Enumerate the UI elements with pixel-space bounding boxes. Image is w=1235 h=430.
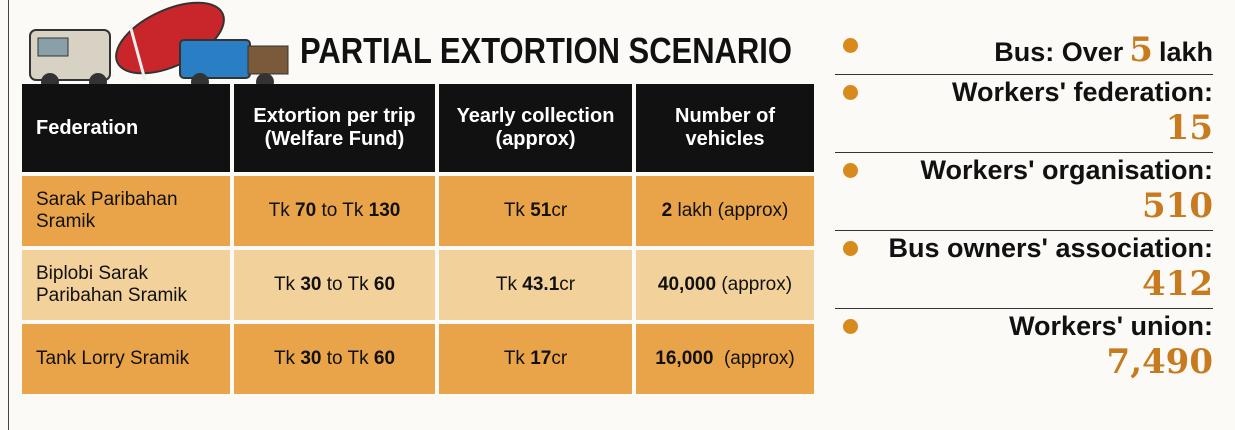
- summary-label: Bus: Over: [994, 37, 1124, 67]
- cell-text: Tk: [273, 274, 301, 295]
- summary-item: Workers' federation: 15: [835, 75, 1213, 153]
- bold-text: 16,000: [655, 348, 714, 369]
- cell-text: Tk: [503, 200, 531, 221]
- title: PARTIAL EXTORTION SCENARIO: [300, 30, 792, 71]
- header-cell: Number of vehicles: [636, 84, 814, 172]
- table-cell: 2 lakh (approx): [636, 176, 814, 246]
- summary-label: Bus owners' association:: [888, 233, 1213, 263]
- summary-list: Bus: Over 5 lakh Workers' federation: 15 Work…: [835, 28, 1213, 386]
- cell-text: lakh (approx): [672, 200, 789, 221]
- cell-text: to Tk: [316, 200, 369, 221]
- summary-item: Workers' union: 7,490: [835, 309, 1213, 386]
- bullet: [843, 319, 858, 334]
- cell-text: Tk: [268, 200, 296, 221]
- header-cell: Yearly collection (approx): [439, 84, 632, 172]
- table-row: Biplobi Sarak Paribahan Sramik Tk 30 to T…: [22, 250, 814, 320]
- cell-text: Tk: [503, 348, 531, 369]
- summary-value: 412: [1142, 264, 1213, 304]
- bold-text: 130: [368, 200, 401, 221]
- table-cell: Biplobi Sarak Paribahan Sramik: [22, 250, 230, 320]
- extortion-table: Federation Extortion per trip (Welfare Fu…: [18, 80, 818, 398]
- cell-text: Biplobi Sarak Paribahan Sramik: [36, 263, 188, 306]
- summary-suffix: lakh: [1158, 37, 1213, 67]
- table-cell: Tk 17cr: [439, 324, 632, 394]
- bold-text: 60: [373, 348, 396, 369]
- bold-text: 2: [661, 200, 673, 221]
- cell-text: Sarak Paribahan Sramik: [36, 189, 183, 232]
- bold-text: 70: [295, 200, 317, 221]
- cell-text: (approx): [716, 274, 793, 295]
- header-cell: Extortion per trip (Welfare Fund): [234, 84, 435, 172]
- bold-text: 17: [530, 348, 552, 369]
- cell-text: cr: [551, 348, 568, 369]
- table-cell: Tk 51cr: [439, 176, 632, 246]
- table-cell: Tk 70 to Tk 130: [234, 176, 435, 246]
- cell-text: Tk: [273, 348, 301, 369]
- table-cell: Tank Lorry Sramik: [22, 324, 230, 394]
- table-cell: 40,000 (approx): [636, 250, 814, 320]
- cell-text: Tank Lorry Sramik: [36, 348, 190, 369]
- table-row: Tank Lorry Sramik Tk 30 to Tk 60 Tk 17cr 16…: [22, 324, 814, 394]
- summary-item: Bus: Over 5 lakh: [835, 28, 1213, 75]
- summary-value: 7,490: [1106, 342, 1213, 382]
- table-row: Sarak Paribahan Sramik Tk 70 to Tk 130 Tk …: [22, 176, 814, 246]
- table-cell: Tk 43.1cr: [439, 250, 632, 320]
- bold-text: 40,000: [657, 274, 717, 295]
- bullet: [843, 85, 858, 100]
- cell-text: to Tk: [321, 348, 374, 369]
- cell-text: (approx): [713, 348, 795, 369]
- table-cell: Tk 30 to Tk 60: [234, 250, 435, 320]
- header-cell: Federation: [22, 84, 230, 172]
- table-cell: Tk 30 to Tk 60: [234, 324, 435, 394]
- cell-text: Tk: [495, 274, 523, 295]
- bold-text: 43.1: [522, 274, 560, 295]
- frame-line: [8, 0, 9, 430]
- bullet: [843, 163, 858, 178]
- bullet: [843, 241, 858, 256]
- summary-label: Workers' union:: [1009, 311, 1213, 341]
- summary-value: 15: [1165, 108, 1213, 148]
- cell-text: cr: [551, 200, 568, 221]
- summary-item: Bus owners' association: 412: [835, 231, 1213, 309]
- bold-text: 30: [300, 274, 322, 295]
- table-cell: 16,000 (approx): [636, 324, 814, 394]
- summary-label: Workers' federation:: [952, 77, 1213, 107]
- summary-value: 510: [1142, 186, 1213, 226]
- bullet: [843, 38, 858, 53]
- header-row: Federation Extortion per trip (Welfare Fu…: [22, 84, 814, 172]
- summary-item: Workers' organisation: 510: [835, 153, 1213, 231]
- bold-text: 30: [300, 348, 322, 369]
- bold-text: 60: [373, 274, 396, 295]
- table-cell: Sarak Paribahan Sramik: [22, 176, 230, 246]
- summary-value: 5: [1129, 30, 1153, 70]
- cell-text: to Tk: [321, 274, 374, 295]
- bold-text: 51: [530, 200, 552, 221]
- cell-text: cr: [559, 274, 576, 295]
- summary-label: Workers' organisation:: [920, 155, 1213, 185]
